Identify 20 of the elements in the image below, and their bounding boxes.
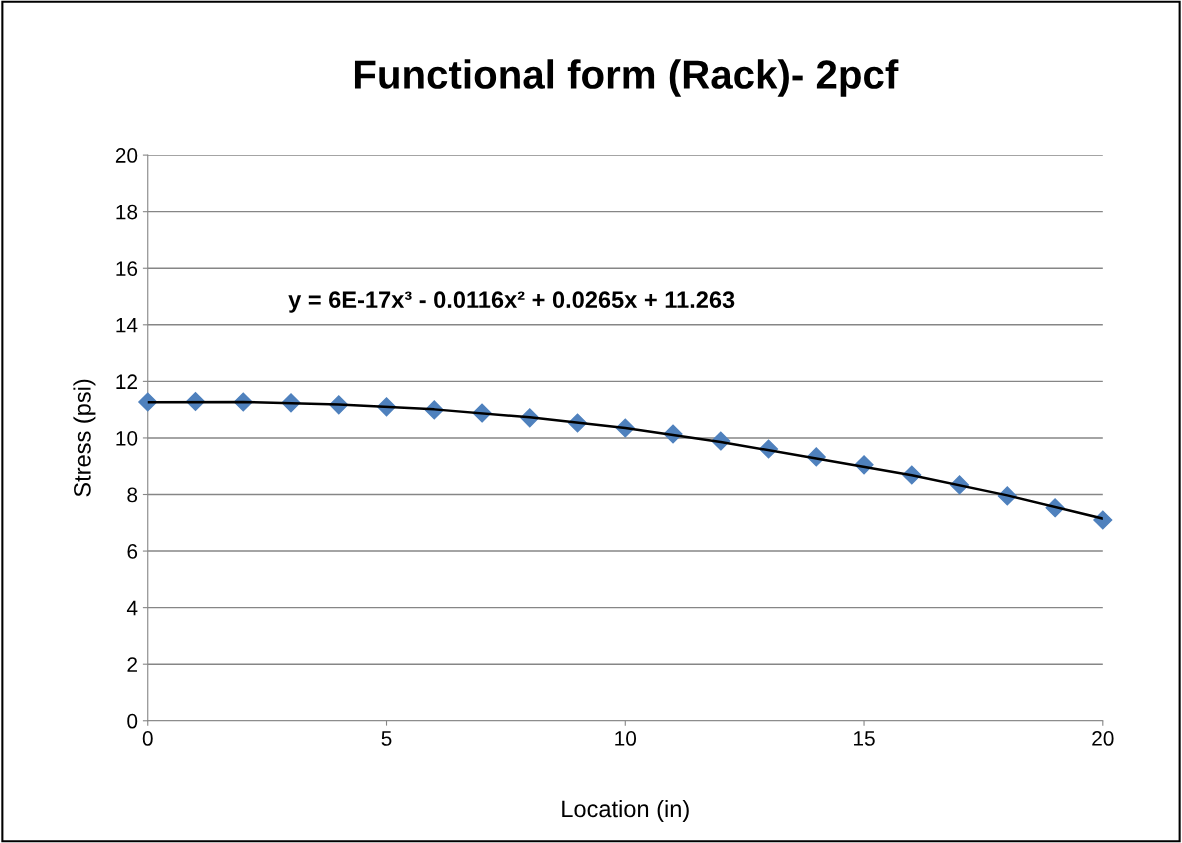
y-tick-label: 16 bbox=[116, 261, 138, 276]
x-tick-label: 20 bbox=[1092, 731, 1114, 746]
y-axis-title: Stress (psi) bbox=[73, 379, 96, 497]
y-tick-label: 8 bbox=[127, 487, 138, 503]
x-tick-label: 10 bbox=[615, 731, 637, 746]
y-tick-label: 20 bbox=[115, 148, 138, 163]
y-tick-label: 14 bbox=[116, 318, 138, 333]
y-tick-label: 18 bbox=[116, 204, 138, 220]
chart-title: Functional form (Rack)- 2pcf bbox=[354, 59, 899, 97]
y-tick-label: 0 bbox=[127, 713, 138, 729]
x-axis-title: Location (in) bbox=[562, 799, 689, 822]
y-tick-label: 6 bbox=[127, 544, 138, 559]
y-tick-label: 12 bbox=[116, 374, 137, 389]
x-tick-label: 0 bbox=[142, 731, 153, 746]
y-tick-label: 2 bbox=[127, 657, 137, 672]
y-tick-label: 10 bbox=[116, 430, 138, 446]
x-tick-label: 15 bbox=[854, 731, 875, 746]
y-tick-label: 4 bbox=[126, 600, 138, 616]
x-tick-label: 5 bbox=[381, 731, 392, 746]
annotation: y = 6E-17x³ - 0.0116x² + 0.0265x + 11.263 bbox=[288, 291, 735, 313]
